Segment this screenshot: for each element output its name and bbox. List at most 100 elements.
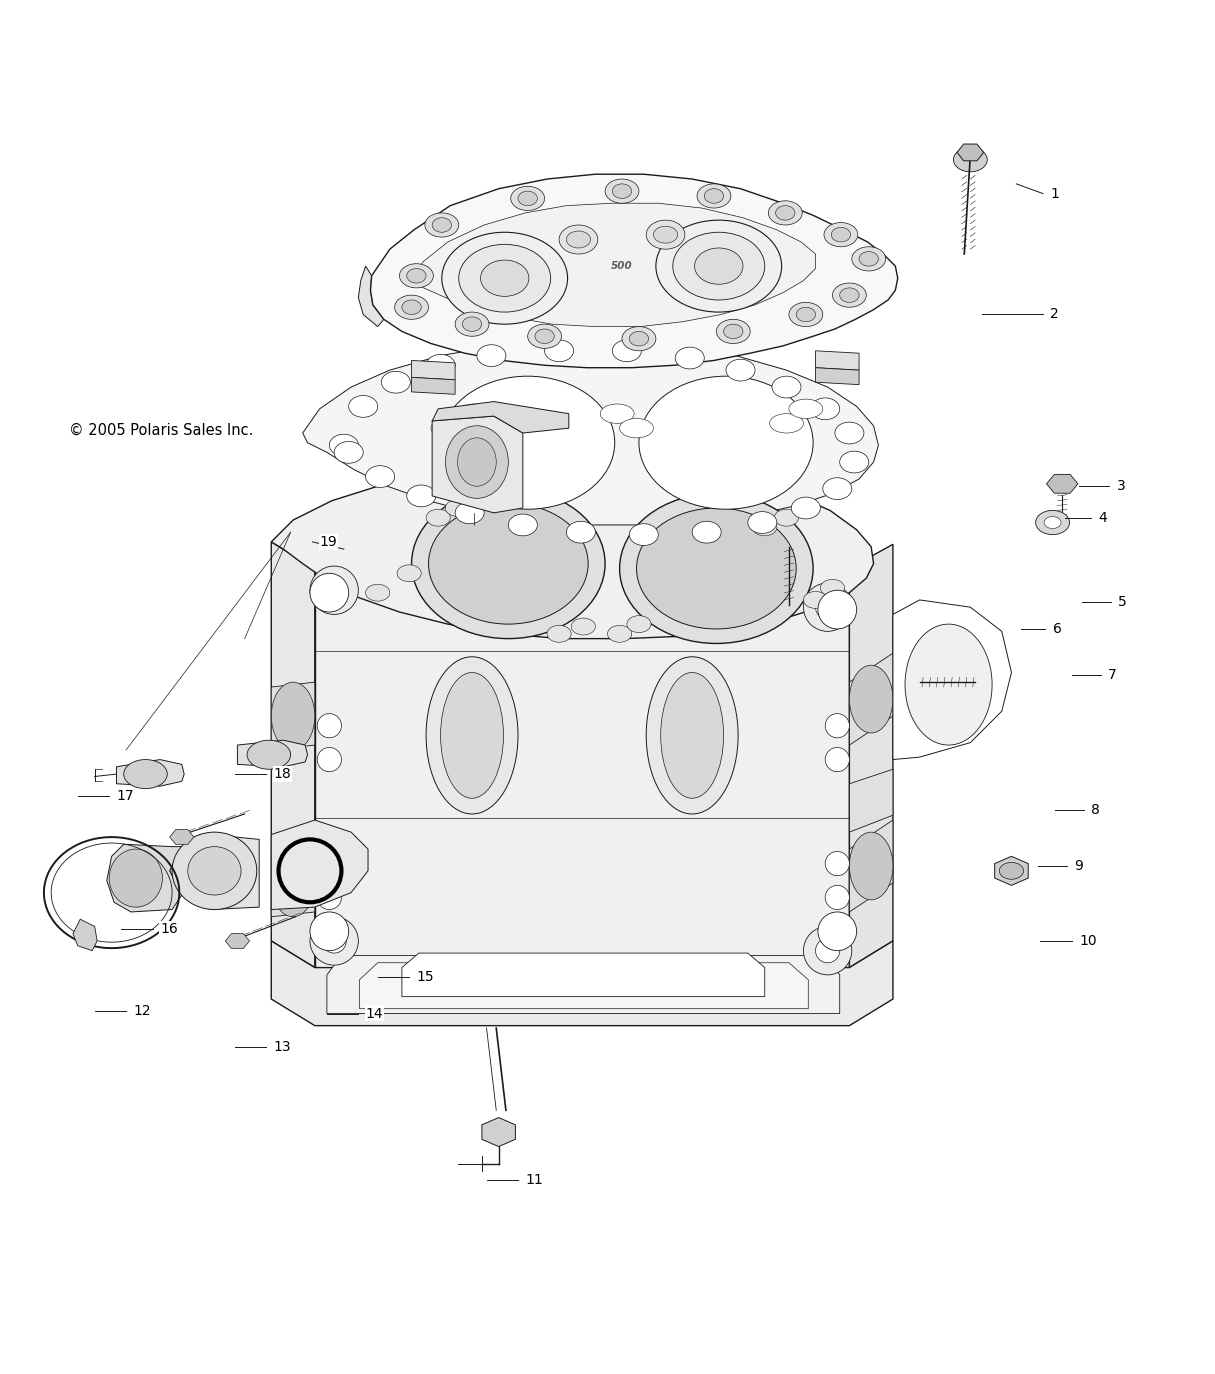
Ellipse shape: [654, 227, 678, 243]
Ellipse shape: [815, 938, 840, 963]
Ellipse shape: [1044, 517, 1061, 529]
Ellipse shape: [954, 147, 988, 172]
Ellipse shape: [322, 929, 346, 954]
Ellipse shape: [820, 580, 844, 596]
Text: 18: 18: [273, 767, 292, 780]
Ellipse shape: [382, 371, 411, 393]
Ellipse shape: [446, 500, 470, 517]
Ellipse shape: [791, 497, 820, 519]
Ellipse shape: [818, 591, 857, 629]
Text: 6: 6: [1052, 622, 1062, 636]
Ellipse shape: [446, 426, 508, 499]
Text: 5: 5: [1118, 595, 1126, 609]
Ellipse shape: [426, 510, 451, 526]
Ellipse shape: [397, 565, 422, 581]
Ellipse shape: [329, 434, 358, 456]
Ellipse shape: [271, 682, 315, 750]
Text: 15: 15: [417, 970, 434, 984]
Polygon shape: [412, 360, 456, 379]
Polygon shape: [408, 203, 815, 327]
Polygon shape: [358, 267, 384, 327]
Polygon shape: [815, 368, 859, 385]
Ellipse shape: [695, 247, 742, 284]
Polygon shape: [849, 653, 893, 745]
Polygon shape: [170, 834, 259, 910]
Ellipse shape: [661, 672, 724, 798]
Ellipse shape: [768, 201, 802, 225]
Ellipse shape: [693, 521, 722, 543]
Text: 7: 7: [1108, 668, 1117, 682]
Text: 17: 17: [117, 789, 134, 802]
Text: © 2005 Polaris Sales Inc.: © 2005 Polaris Sales Inc.: [69, 423, 254, 438]
Polygon shape: [412, 378, 456, 394]
Ellipse shape: [724, 324, 742, 338]
Ellipse shape: [317, 852, 341, 875]
Ellipse shape: [676, 348, 705, 368]
Polygon shape: [433, 401, 569, 433]
Text: 13: 13: [273, 1040, 292, 1054]
Ellipse shape: [815, 595, 840, 620]
Ellipse shape: [608, 625, 632, 642]
Text: 8: 8: [1091, 804, 1100, 818]
Ellipse shape: [673, 232, 764, 300]
Polygon shape: [315, 569, 849, 967]
Ellipse shape: [769, 414, 803, 433]
Ellipse shape: [366, 466, 395, 488]
Ellipse shape: [849, 665, 893, 732]
Polygon shape: [327, 955, 840, 1014]
Ellipse shape: [803, 583, 852, 632]
Polygon shape: [170, 830, 194, 844]
Text: 1: 1: [1050, 187, 1059, 201]
Ellipse shape: [247, 741, 290, 769]
Ellipse shape: [810, 398, 840, 419]
Ellipse shape: [458, 438, 496, 486]
Ellipse shape: [639, 376, 813, 510]
Polygon shape: [271, 820, 368, 910]
Ellipse shape: [566, 231, 590, 247]
Ellipse shape: [656, 220, 781, 312]
Polygon shape: [225, 934, 249, 948]
Polygon shape: [849, 544, 893, 967]
Polygon shape: [271, 464, 874, 639]
Ellipse shape: [825, 747, 849, 772]
Polygon shape: [237, 741, 307, 767]
Ellipse shape: [823, 478, 852, 500]
Ellipse shape: [407, 485, 436, 507]
Ellipse shape: [317, 713, 341, 738]
Ellipse shape: [456, 312, 488, 337]
Ellipse shape: [835, 422, 864, 444]
Ellipse shape: [796, 308, 815, 322]
Polygon shape: [303, 341, 878, 525]
Text: 16: 16: [160, 922, 177, 936]
Ellipse shape: [620, 493, 813, 643]
Ellipse shape: [646, 220, 685, 249]
Polygon shape: [360, 963, 808, 1009]
Polygon shape: [117, 760, 185, 786]
Ellipse shape: [752, 519, 776, 536]
Ellipse shape: [629, 523, 659, 545]
Ellipse shape: [334, 441, 363, 463]
Polygon shape: [271, 849, 315, 916]
Polygon shape: [1046, 474, 1078, 493]
Ellipse shape: [544, 339, 573, 361]
Ellipse shape: [349, 396, 378, 418]
Ellipse shape: [508, 514, 537, 536]
Polygon shape: [73, 919, 97, 951]
Polygon shape: [957, 144, 984, 161]
Ellipse shape: [310, 912, 349, 951]
Ellipse shape: [717, 319, 750, 344]
Polygon shape: [893, 600, 1011, 760]
Ellipse shape: [849, 833, 893, 900]
Text: 12: 12: [134, 1004, 151, 1018]
Ellipse shape: [547, 625, 571, 642]
Ellipse shape: [322, 578, 346, 602]
Ellipse shape: [772, 376, 801, 398]
Polygon shape: [371, 174, 898, 368]
Ellipse shape: [124, 760, 168, 789]
Text: 500: 500: [611, 261, 633, 271]
Ellipse shape: [426, 354, 456, 376]
Ellipse shape: [818, 912, 857, 951]
Ellipse shape: [705, 188, 724, 203]
Ellipse shape: [188, 846, 241, 894]
Ellipse shape: [402, 300, 422, 315]
